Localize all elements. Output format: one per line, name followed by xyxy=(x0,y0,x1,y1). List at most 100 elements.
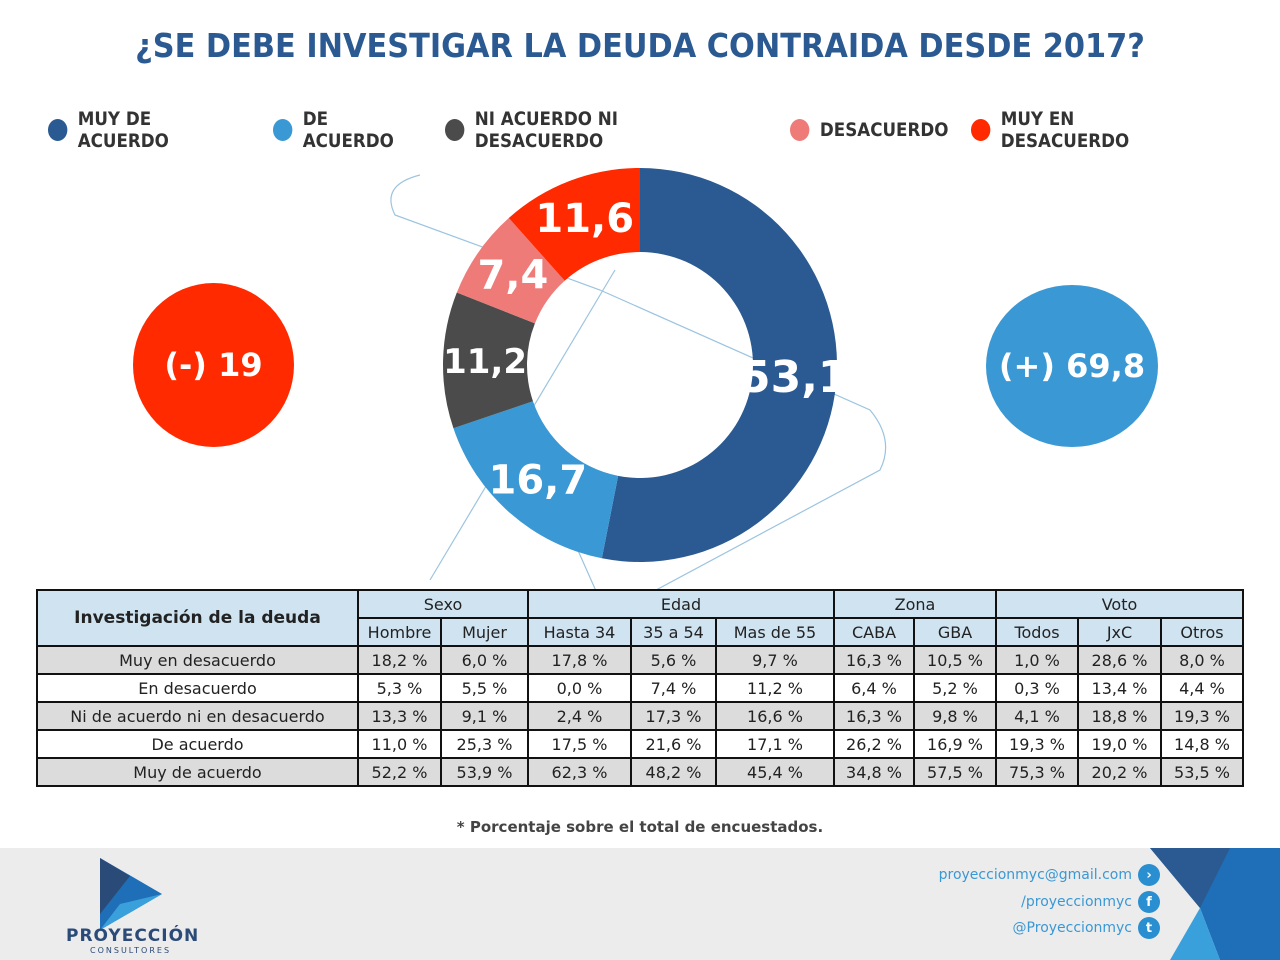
legend: MUY DE ACUERDO DE ACUERDO NI ACUERDO NI … xyxy=(48,108,1238,152)
table-cell: 18,2 % xyxy=(357,645,442,675)
footer: PROYECCIÓN CONSULTORES proyeccionmyc@gma… xyxy=(0,848,1280,960)
column-header: JxC xyxy=(1077,617,1162,647)
table-cell: 19,3 % xyxy=(995,729,1079,759)
table-cell: 17,1 % xyxy=(715,729,835,759)
donut-slice xyxy=(456,218,565,324)
donut-slice xyxy=(508,168,640,281)
legend-label: NI ACUERDO NI DESACUERDO xyxy=(474,108,618,152)
email-text[interactable]: proyeccionmyc@gmail.com xyxy=(938,867,1132,883)
table-cell: 5,3 % xyxy=(357,673,442,703)
table-row: Ni de acuerdo ni en desacuerdo 13,3 % 9,1 … xyxy=(36,701,1244,731)
facebook-text[interactable]: /proyeccionmyc xyxy=(1021,894,1132,910)
table-cell: 16,3 % xyxy=(833,645,915,675)
row-label: En desacuerdo xyxy=(36,673,359,703)
column-header: Mujer xyxy=(440,617,529,647)
brand-name: PROYECCIÓN xyxy=(66,926,200,946)
table-cell: 25,3 % xyxy=(440,729,529,759)
table-cell: 16,9 % xyxy=(913,729,997,759)
table-cell: 21,6 % xyxy=(630,729,717,759)
legend-dot-icon xyxy=(444,119,464,141)
donut-slice xyxy=(601,168,837,562)
table-cell: 0,3 % xyxy=(995,673,1079,703)
table-cell: 2,4 % xyxy=(527,701,632,731)
legend-item: DESACUERDO xyxy=(790,108,949,152)
column-header: Mas de 55 xyxy=(715,617,835,647)
table-row: Muy de acuerdo 52,2 % 53,9 % 62,3 % 48,2 % 45… xyxy=(36,757,1244,787)
table-cell: 19,0 % xyxy=(1077,729,1162,759)
table-cell: 9,8 % xyxy=(913,701,997,731)
legend-dot-icon xyxy=(970,119,990,141)
legend-label: MUY DE ACUERDO xyxy=(77,108,169,152)
twitter-contact[interactable]: @Proyeccionmyc t xyxy=(1013,917,1160,939)
corner-decoration xyxy=(1150,848,1280,960)
table-cell: 19,3 % xyxy=(1160,701,1244,731)
table-cell: 6,4 % xyxy=(833,673,915,703)
table-cell: 13,4 % xyxy=(1077,673,1162,703)
legend-item: MUY EN DESACUERDO xyxy=(970,108,1206,152)
legend-dot-icon xyxy=(790,119,810,141)
table-cell: 26,2 % xyxy=(833,729,915,759)
crosstab-table: Investigación de la deuda Sexo Edad Zona… xyxy=(36,589,1244,787)
slice-label: 53,1 xyxy=(740,352,849,403)
legend-dot-icon xyxy=(273,119,293,141)
column-header: Todos xyxy=(995,617,1079,647)
table-cell: 1,0 % xyxy=(995,645,1079,675)
column-header: GBA xyxy=(913,617,997,647)
slice-label: 11,2 xyxy=(443,342,527,382)
table-cell: 7,4 % xyxy=(630,673,717,703)
slice-label: 7,4 xyxy=(477,252,548,298)
row-label: Muy en desacuerdo xyxy=(36,645,359,675)
table-cell: 57,5 % xyxy=(913,757,997,787)
table-cell: 4,4 % xyxy=(1160,673,1244,703)
column-header: Hasta 34 xyxy=(527,617,632,647)
group-header: Zona xyxy=(833,589,997,619)
positive-summary-bubble: (+) 69,8 xyxy=(986,285,1158,447)
legend-dot-icon xyxy=(48,119,68,141)
slice-label: 11,6 xyxy=(535,196,634,242)
table-cell: 0,0 % xyxy=(527,673,632,703)
table-cell: 5,6 % xyxy=(630,645,717,675)
donut-slice xyxy=(453,401,619,559)
logo-icon xyxy=(100,858,162,930)
legend-label: MUY EN DESACUERDO xyxy=(1000,108,1129,152)
donut-slice xyxy=(443,292,535,429)
table-cell: 5,5 % xyxy=(440,673,529,703)
column-header: 35 a 54 xyxy=(630,617,717,647)
brand-subtitle: CONSULTORES xyxy=(90,946,172,955)
facebook-contact[interactable]: /proyeccionmyc f xyxy=(1021,891,1160,913)
column-header: Otros xyxy=(1160,617,1244,647)
facebook-icon: f xyxy=(1138,891,1160,913)
table-cell: 17,3 % xyxy=(630,701,717,731)
table-cell: 11,2 % xyxy=(715,673,835,703)
table-cell: 34,8 % xyxy=(833,757,915,787)
table-row: Muy en desacuerdo 18,2 % 6,0 % 17,8 % 5,6 % 9… xyxy=(36,645,1244,675)
table-cell: 16,6 % xyxy=(715,701,835,731)
chevron-right-icon: › xyxy=(1138,864,1160,886)
table-cell: 53,9 % xyxy=(440,757,529,787)
row-label: De acuerdo xyxy=(36,729,359,759)
table-cell: 11,0 % xyxy=(357,729,442,759)
table-cell: 75,3 % xyxy=(995,757,1079,787)
table-cell: 62,3 % xyxy=(527,757,632,787)
table-cell: 4,1 % xyxy=(995,701,1079,731)
table-row: En desacuerdo 5,3 % 5,5 % 0,0 % 7,4 % 11,2 % 6… xyxy=(36,673,1244,703)
legend-label: DE ACUERDO xyxy=(303,108,395,152)
group-header: Edad xyxy=(527,589,835,619)
column-header: CABA xyxy=(833,617,915,647)
group-header: Sexo xyxy=(357,589,529,619)
table-cell: 5,2 % xyxy=(913,673,997,703)
footnote: * Porcentaje sobre el total de encuestad… xyxy=(456,818,824,836)
table-cell: 18,8 % xyxy=(1077,701,1162,731)
table-cell: 13,3 % xyxy=(357,701,442,731)
legend-item: DE ACUERDO xyxy=(273,108,424,152)
legend-item: MUY DE ACUERDO xyxy=(48,108,246,152)
email-contact[interactable]: proyeccionmyc@gmail.com › xyxy=(939,864,1160,886)
twitter-text[interactable]: @Proyeccionmyc xyxy=(1012,920,1132,936)
table-cell: 53,5 % xyxy=(1160,757,1244,787)
table-cell: 14,8 % xyxy=(1160,729,1244,759)
column-header: Hombre xyxy=(357,617,442,647)
table-cell: 9,7 % xyxy=(715,645,835,675)
table-cell: 6,0 % xyxy=(440,645,529,675)
table-cell: 17,8 % xyxy=(527,645,632,675)
